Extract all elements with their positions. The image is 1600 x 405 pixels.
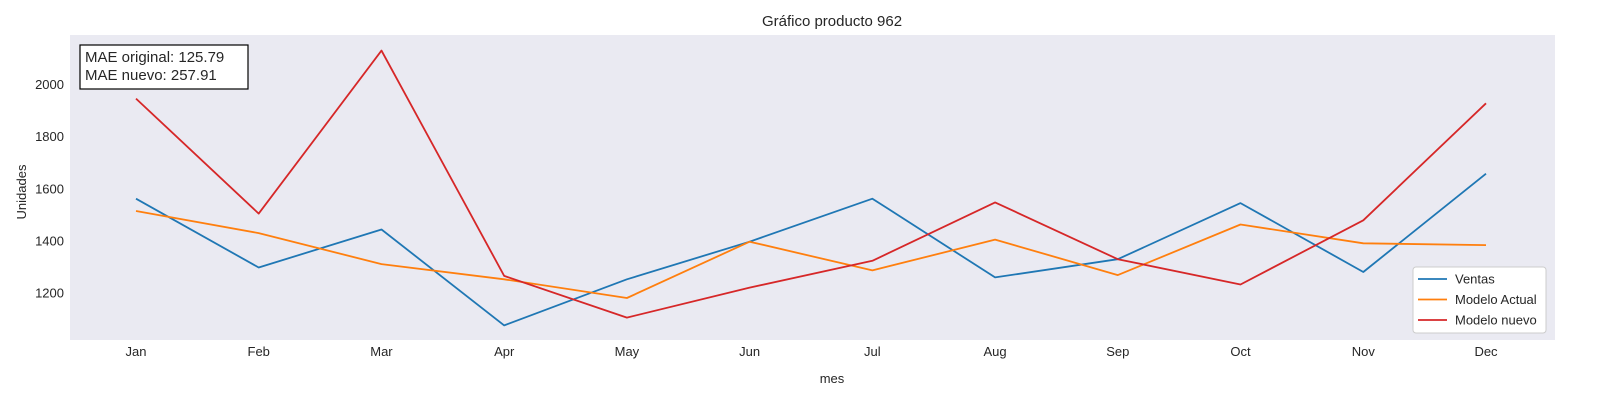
y-tick-label: 1400 [35, 233, 64, 248]
x-tick-label: May [615, 344, 640, 359]
x-tick-label: Mar [370, 344, 393, 359]
x-tick-label: Jun [739, 344, 760, 359]
y-axis: 1200 1400 1600 1800 2000 [35, 77, 64, 301]
x-tick-label: Nov [1352, 344, 1376, 359]
y-tick-label: 2000 [35, 77, 64, 92]
legend: Ventas Modelo Actual Modelo nuevo [1413, 267, 1546, 333]
mae-annotation-box: MAE original: 125.79 MAE nuevo: 257.91 [80, 45, 248, 89]
x-axis: Jan Feb Mar Apr May Jun Jul Aug Sep Oct Nov Dec [126, 344, 1499, 359]
x-tick-label: Dec [1474, 344, 1498, 359]
annotation-line: MAE nuevo: 257.91 [85, 67, 217, 84]
x-tick-label: Apr [494, 344, 515, 359]
y-tick-label: 1800 [35, 129, 64, 144]
x-tick-label: Sep [1106, 344, 1129, 359]
legend-label: Ventas [1455, 272, 1495, 287]
y-tick-label: 1600 [35, 181, 64, 196]
annotation-line: MAE original: 125.79 [85, 49, 224, 66]
y-tick-label: 1200 [35, 286, 64, 301]
x-axis-label: mes [820, 371, 845, 386]
x-tick-label: Aug [984, 344, 1007, 359]
x-tick-label: Jan [126, 344, 147, 359]
plot-area [70, 35, 1555, 340]
legend-label: Modelo Actual [1455, 292, 1537, 307]
legend-label: Modelo nuevo [1455, 313, 1537, 328]
chart-title: Gráfico producto 962 [762, 13, 902, 30]
x-tick-label: Feb [248, 344, 270, 359]
y-axis-label: Unidades [14, 164, 29, 219]
x-tick-label: Jul [864, 344, 881, 359]
x-tick-label: Oct [1230, 344, 1251, 359]
